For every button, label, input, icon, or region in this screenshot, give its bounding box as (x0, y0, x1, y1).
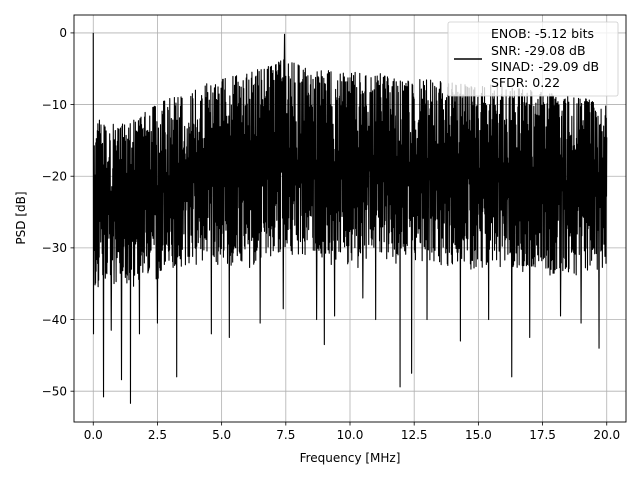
y-axis-label: PSD [dB] (14, 191, 28, 244)
x-tick-label: 7.5 (276, 428, 295, 442)
y-tick-label: −30 (42, 241, 67, 255)
x-tick-label: 12.5 (401, 428, 428, 442)
x-tick-label: 20.0 (593, 428, 620, 442)
x-tick-label: 2.5 (148, 428, 167, 442)
x-axis-label: Frequency [MHz] (300, 451, 401, 465)
legend-line-snr: SNR: -29.08 dB (491, 43, 586, 58)
legend: ENOB: -5.12 bits SNR: -29.08 dB SINAD: -… (447, 21, 619, 97)
x-tick-label: 5.0 (212, 428, 231, 442)
x-tick-label: 17.5 (529, 428, 556, 442)
x-tick-label: 0.0 (84, 428, 103, 442)
psd-series-line (92, 32, 608, 404)
y-ticks: 0 −10 −20 −30 −40 −50 (42, 26, 74, 398)
y-tick-label: −10 (42, 98, 67, 112)
legend-line-enob: ENOB: -5.12 bits (491, 26, 594, 41)
legend-box (447, 21, 619, 97)
plot-area (92, 32, 608, 404)
y-tick-label: −50 (42, 384, 67, 398)
x-tick-label: 15.0 (465, 428, 492, 442)
y-tick-label: −40 (42, 313, 67, 327)
y-tick-label: −20 (42, 170, 67, 184)
y-tick-label: 0 (59, 26, 67, 40)
x-tick-label: 10.0 (337, 428, 364, 442)
legend-line-sfdr: SFDR: 0.22 (491, 75, 560, 90)
x-ticks: 0.0 2.5 5.0 7.5 10.0 12.5 15.0 17.5 20.0 (84, 422, 620, 442)
legend-line-sinad: SINAD: -29.09 dB (491, 59, 599, 74)
